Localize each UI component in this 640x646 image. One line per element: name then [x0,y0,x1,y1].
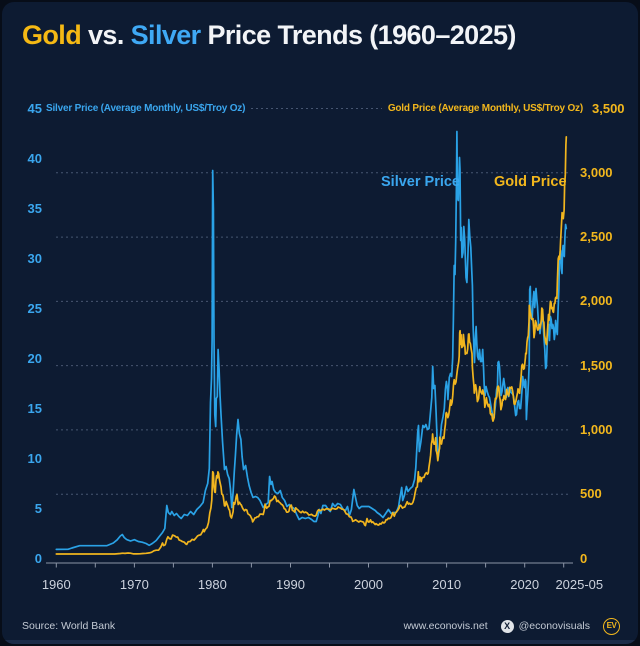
title-segment-2: Silver [130,20,202,50]
website-link[interactable]: www.econovis.net [403,620,488,632]
gold-tick-500: 500 [580,486,602,502]
gold-tick-1500: 1,500 [580,357,613,373]
gold-tick-0: 0 [580,550,588,566]
title-segment-1: vs. [81,20,131,50]
silver-tick-35: 35 [27,200,42,216]
footer-links: www.econovis.net X @econovisuals EV [403,617,620,635]
gold-tick-2500: 2,500 [580,229,613,245]
silver-tick-5: 5 [34,500,42,516]
title-segment-3: Price Trends (1960–2025) [200,20,516,50]
page-title: Gold vs. Silver Price Trends (1960–2025) [22,20,516,51]
silver-tick-45: 45 [27,100,42,116]
silver-tick-20: 20 [27,350,42,366]
x-label-1990: 1990 [276,577,305,592]
silver-tick-25: 25 [27,300,42,316]
x-label-2000: 2000 [354,577,383,592]
legend-gold-price: Gold Price [494,174,567,190]
gold-tick-3000: 3,000 [580,164,613,180]
gold-tick-1000: 1,000 [580,421,613,437]
bottom-edge-strip [2,640,638,644]
series-line-gold-price [55,135,568,555]
title-segment-0: Gold [22,20,82,50]
silver-tick-40: 40 [27,150,42,166]
footer-bar: Source: World Bank www.econovis.net X @e… [2,616,638,636]
gold-axis-title: Gold Price (Average Monthly, US$/Troy Oz… [381,102,583,116]
gold-tick-3500: 3,500 [592,100,625,116]
legend-silver-price: Silver Price [381,174,460,190]
gold-tick-2000: 2,000 [580,293,613,309]
econovisuals-logo-icon: EV [603,617,620,635]
x-social-icon[interactable]: X [500,619,514,633]
silver-tick-0: 0 [34,550,42,566]
x-label-1970: 1970 [119,577,149,592]
silver-axis-title: Silver Price (Average Monthly, US$/Troy … [46,102,252,116]
silver-tick-30: 30 [27,250,42,266]
silver-tick-10: 10 [27,450,42,466]
social-handle[interactable]: @econovisuals [518,620,590,632]
social-handle-group[interactable]: X @econovisuals [500,619,590,633]
x-label-1960: 1960 [41,577,71,592]
series-line-silver-price [55,130,568,551]
x-label-2020: 2020 [510,577,540,592]
silver-tick-15: 15 [27,400,42,416]
x-label-2010: 2010 [432,577,462,592]
x-label-1980: 1980 [197,577,227,592]
source-label: Source: World Bank [22,620,116,632]
x-label-2025-05: 2025-05 [555,577,604,592]
